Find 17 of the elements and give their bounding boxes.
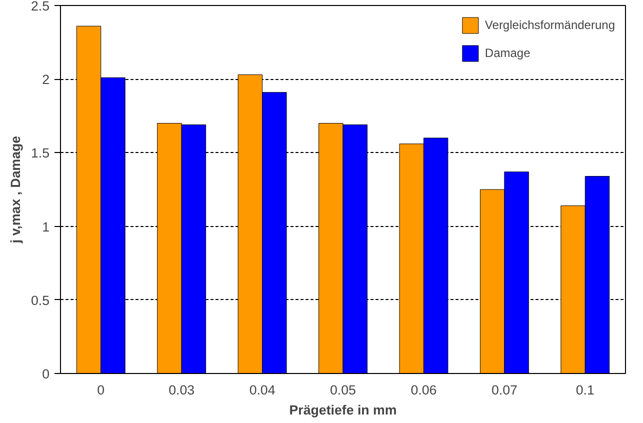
y-tick-label: 1.5 <box>30 146 50 161</box>
x-tick-label: 0 <box>97 382 105 398</box>
legend-label: Damage <box>484 46 530 60</box>
y-tick-label: 2 <box>42 72 50 88</box>
y-axis-title: j v,max , Damage <box>8 136 23 244</box>
x-tick-label: 0.1 <box>576 382 594 398</box>
x-tick-label: 0.07 <box>491 382 518 398</box>
x-tick-label: 0.03 <box>168 382 195 398</box>
x-tick-label: 0.05 <box>330 382 356 398</box>
y-tick-label: 1 <box>42 219 50 234</box>
y-tick-label: 0.5 <box>30 292 50 308</box>
x-tick-label: 0.04 <box>249 382 276 398</box>
y-tick-label: 0 <box>42 366 50 382</box>
x-axis-title: Prägetiefe in mm <box>289 402 397 418</box>
y-tick-label: 2.5 <box>30 0 50 14</box>
legend-label: Vergleichsformänderung <box>484 18 615 32</box>
x-tick-label: 0.06 <box>410 382 437 398</box>
